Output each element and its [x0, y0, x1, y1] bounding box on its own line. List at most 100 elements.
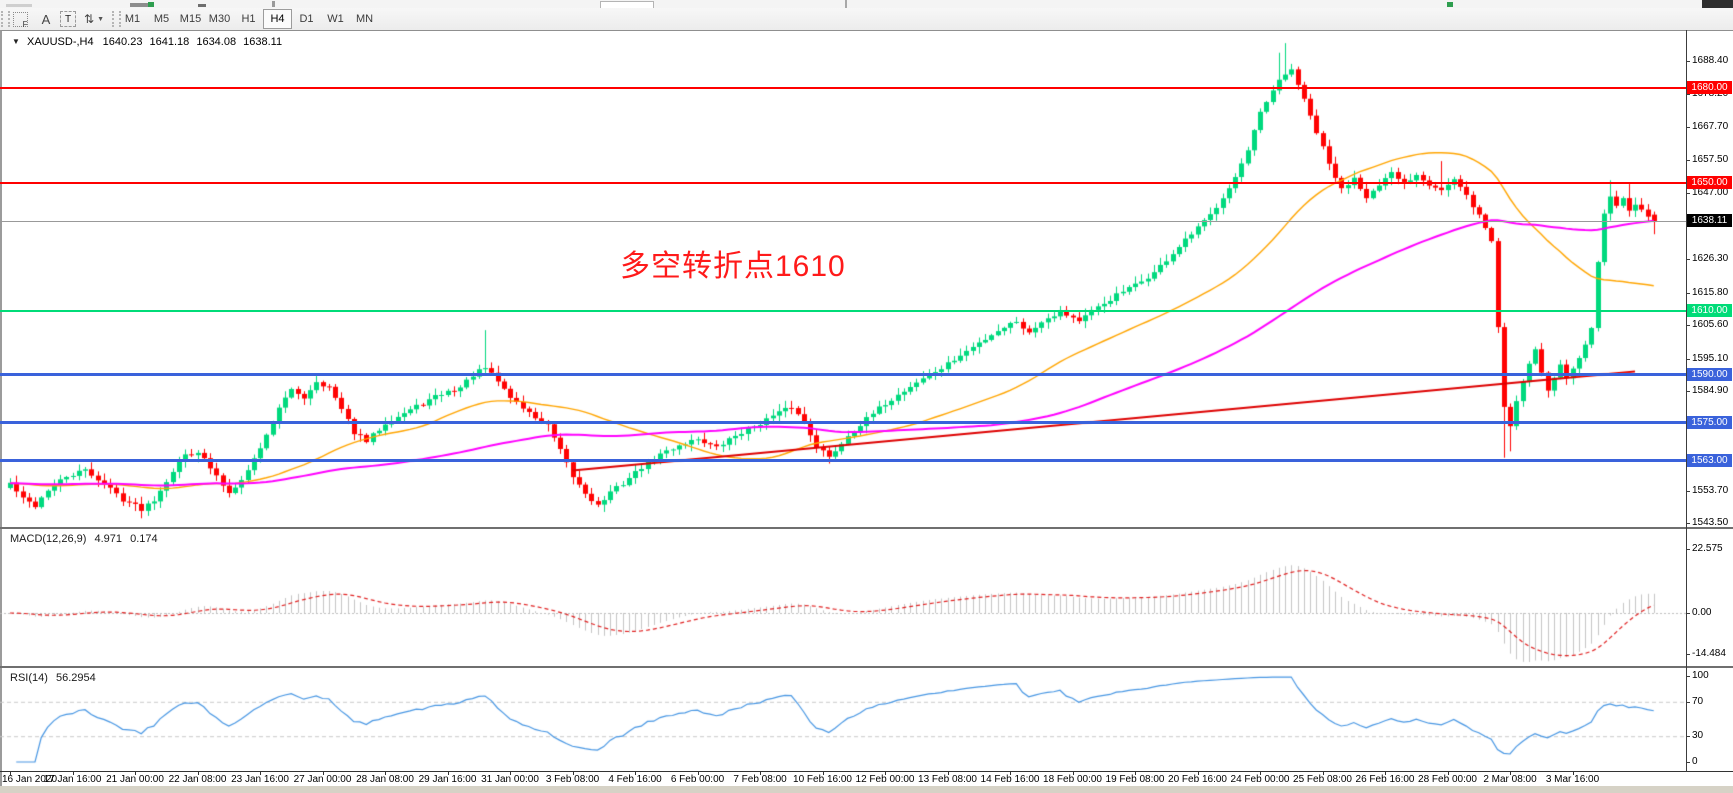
date-label: 21 Jan 00:00	[106, 774, 164, 785]
high-value: 1641.18	[149, 36, 190, 48]
close-value: 1638.11	[243, 36, 283, 48]
chart-annotation-text: 多空转折点1610	[620, 250, 846, 283]
date-tick-mark	[1510, 772, 1511, 775]
timeframe-h4[interactable]: H4	[263, 9, 292, 29]
toolbar-fragment	[130, 3, 152, 7]
date-label: 14 Feb 16:00	[980, 774, 1040, 785]
date-tick-mark	[1447, 772, 1449, 775]
rsi-tick-mark	[1686, 676, 1690, 677]
macd-pane-canvas[interactable]	[0, 529, 1686, 666]
timeframe-h1[interactable]: H1	[241, 13, 256, 25]
price-tick-mark	[1686, 292, 1690, 294]
date-label: 12 Feb 00:00	[855, 774, 915, 785]
toolbar-fragment	[198, 4, 206, 7]
macd-tick-label: -14.484	[1692, 647, 1726, 659]
rsi-pane-canvas[interactable]	[0, 668, 1686, 771]
price-tick-label: 1543.50	[1692, 517, 1729, 529]
macd-tick-mark	[1686, 613, 1690, 614]
timeframe-mn[interactable]: MN	[355, 13, 374, 25]
toolbar-grip[interactable]	[1, 11, 10, 27]
date-tick-mark	[1072, 772, 1074, 775]
date-label: 23 Jan 16:00	[231, 774, 289, 785]
level-badge-1575.00: 1575.00	[1687, 415, 1732, 429]
date-label: 19 Feb 08:00	[1105, 774, 1165, 785]
level-line-1650.00[interactable]	[0, 182, 1686, 185]
arrow-tools-icon[interactable]: ⇅ ▼	[84, 12, 104, 26]
timeframe-d1[interactable]: D1	[299, 13, 314, 25]
text-tool-icon[interactable]: T	[58, 10, 78, 28]
date-tick-mark	[72, 772, 74, 775]
price-tick-label: 1688.40	[1692, 55, 1729, 66]
price-tick-label: 1605.60	[1692, 319, 1729, 331]
date-label: 10 Feb 16:00	[793, 774, 852, 785]
date-tick-mark	[322, 772, 324, 775]
price-tick-mark	[1686, 193, 1690, 195]
toolbar-fragment	[845, 0, 847, 8]
date-label: 28 Feb 00:00	[1418, 774, 1477, 785]
price-tick-label: 1647.00	[1692, 187, 1729, 199]
price-tick-label: 1553.70	[1692, 484, 1729, 496]
low-value: 1634.08	[196, 36, 237, 48]
level-line-1590.00[interactable]	[0, 373, 1686, 377]
pane-splitter[interactable]	[0, 666, 1733, 668]
date-tick-mark	[1385, 772, 1386, 775]
level-badge-1610.00: 1610.00	[1687, 304, 1732, 318]
date-tick-mark	[385, 772, 386, 775]
price-tick-mark	[1686, 61, 1690, 62]
date-label: 24 Feb 00:00	[1230, 774, 1290, 785]
rsi-tick-label: 70	[1692, 695, 1704, 707]
symbol-period-label: XAUUSD-,H4	[26, 36, 94, 48]
dropdown-caret-icon[interactable]: ▼	[97, 15, 104, 23]
price-tick-label: 1595.10	[1692, 352, 1729, 364]
date-label: 20 Feb 16:00	[1168, 774, 1227, 785]
price-tick-mark	[1686, 93, 1690, 95]
date-label: 25 Feb 08:00	[1293, 774, 1352, 785]
price-pane-canvas[interactable]	[0, 30, 1686, 527]
price-tick-label: 1626.30	[1692, 253, 1729, 265]
toolbar-fragment	[272, 1, 275, 7]
price-tick-mark	[1686, 127, 1690, 128]
level-line-1610.00[interactable]	[0, 310, 1686, 313]
price-tick-label: 1667.70	[1692, 121, 1729, 132]
symbol-dropdown-icon[interactable]: ▼	[12, 37, 20, 46]
timeframe-m30[interactable]: M30	[208, 13, 231, 25]
price-tick-mark	[1686, 159, 1690, 161]
window-bottom-edge	[0, 786, 1733, 793]
date-tick-mark	[947, 772, 949, 775]
level-line-1680.00[interactable]	[0, 86, 1686, 89]
rsi-tick-mark	[1686, 762, 1690, 763]
date-tick-mark	[1010, 772, 1011, 775]
timeframe-w1[interactable]: W1	[327, 13, 344, 25]
date-tick-mark	[1322, 772, 1324, 775]
date-label: 2 Mar 08:00	[1483, 774, 1537, 785]
date-tick-mark	[510, 772, 511, 775]
date-tick-mark	[197, 772, 199, 775]
price-tick-mark	[1686, 391, 1690, 393]
date-tick-mark	[822, 772, 824, 775]
level-badge-1650.00: 1650.00	[1687, 176, 1732, 190]
rsi-tick-label: 0	[1692, 756, 1698, 767]
price-tick-label: 1584.90	[1692, 385, 1729, 397]
level-line-1563.00[interactable]	[0, 459, 1686, 463]
timeframe-m5[interactable]: M5	[153, 13, 170, 25]
rsi-label: RSI(14) 56.2954	[10, 672, 96, 684]
macd-signal-value: 0.174	[130, 533, 158, 545]
timeframe-m1[interactable]: M1	[124, 13, 141, 25]
toolbar-grip[interactable]	[112, 11, 121, 27]
macd-tick-mark	[1686, 653, 1690, 655]
indicators-grid-icon[interactable]: F	[10, 10, 30, 29]
date-label: 29 Jan 16:00	[418, 774, 477, 785]
open-value: 1640.23	[102, 36, 143, 48]
pane-splitter[interactable]	[0, 527, 1733, 529]
date-tick-mark	[697, 772, 699, 775]
rsi-tick-label: 100	[1692, 670, 1709, 681]
price-tick-mark	[1686, 523, 1690, 525]
label-tool-icon[interactable]: A	[41, 11, 51, 27]
timeframe-m15[interactable]: M15	[179, 13, 202, 25]
price-tick-mark	[1686, 259, 1690, 261]
rsi-tick-label: 30	[1692, 730, 1704, 742]
macd-tick-mark	[1686, 549, 1690, 551]
toolbar-fragment	[1447, 2, 1453, 7]
date-tick-mark	[135, 772, 136, 775]
level-line-1575.00[interactable]	[0, 421, 1686, 425]
